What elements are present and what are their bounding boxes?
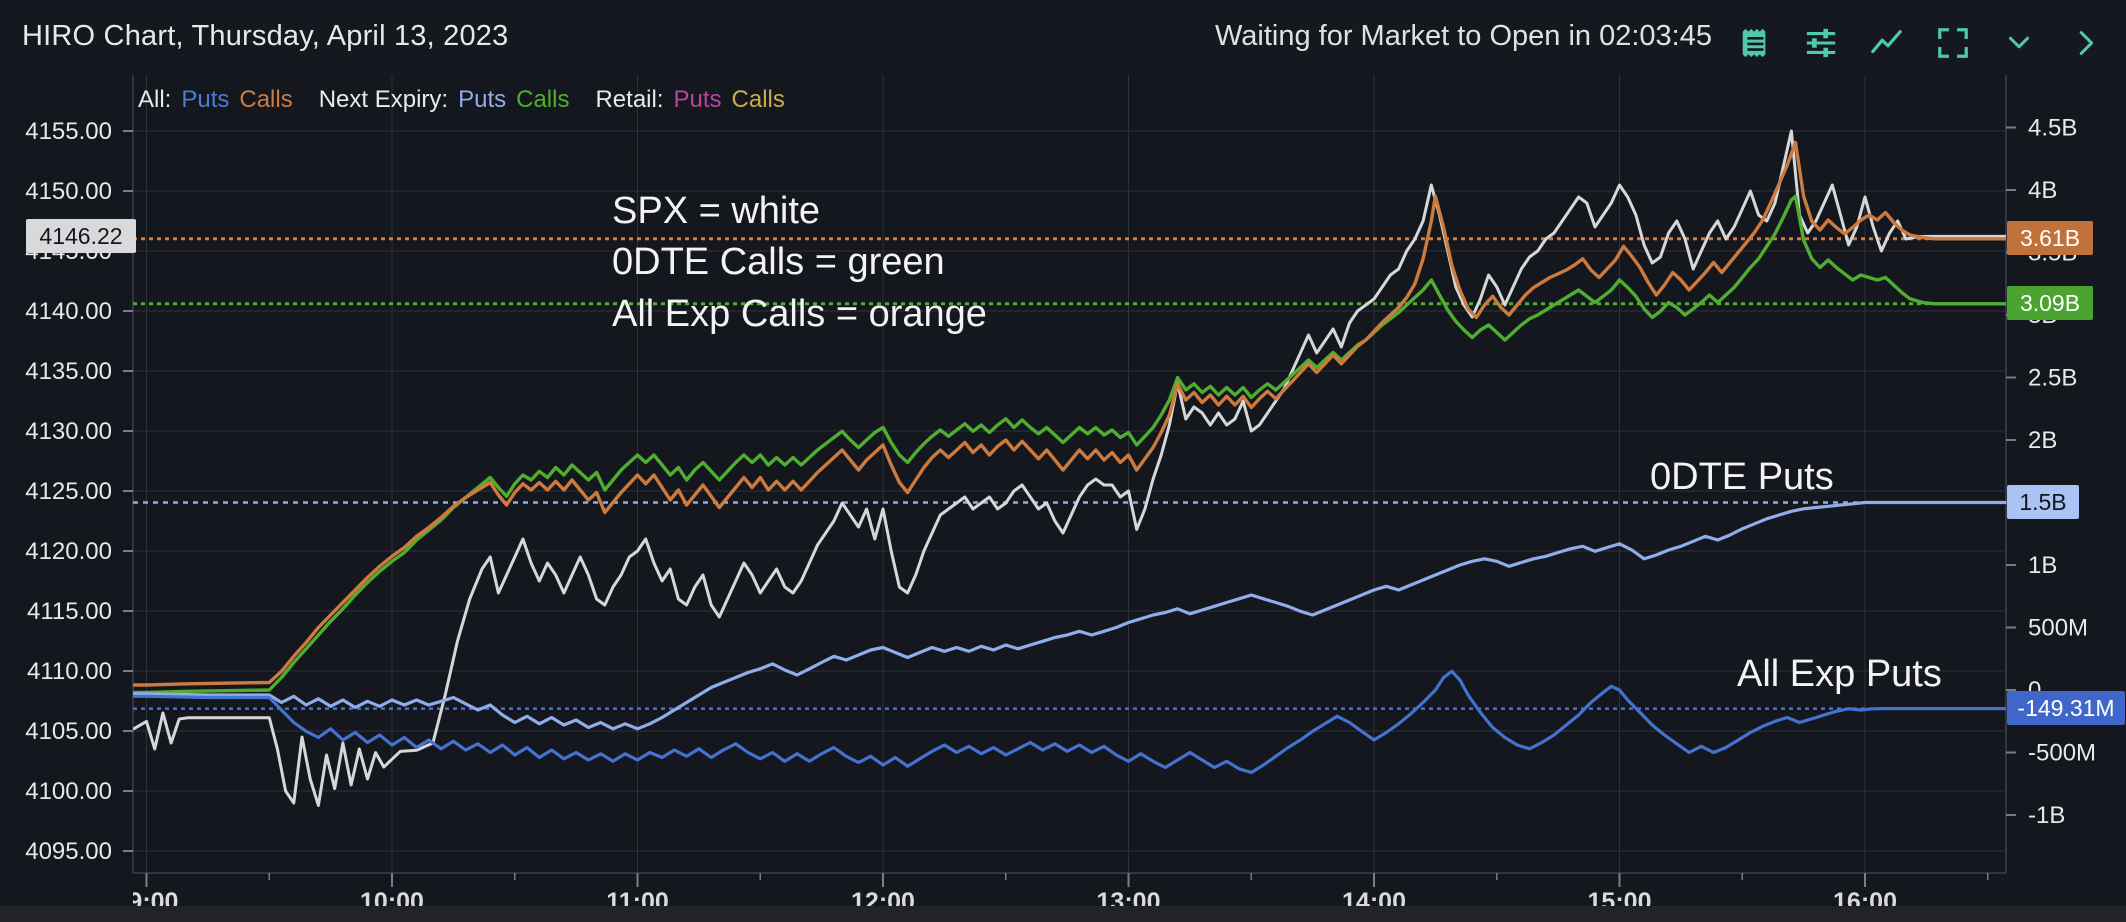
annotation-odte-calls: 0DTE Calls = green	[612, 241, 945, 283]
fullscreen-icon[interactable]	[1934, 24, 1972, 62]
left-axis-label: 4110.00	[27, 658, 112, 685]
annotation-spx: SPX = white	[612, 190, 821, 232]
receipt-icon[interactable]	[1736, 24, 1774, 62]
series-spx	[133, 129, 2006, 807]
page-title: HIRO Chart, Thursday, April 13, 2023	[22, 20, 509, 52]
toolbar	[1736, 24, 2104, 62]
odte-puts-badge: 1.5B	[2007, 485, 2079, 519]
left-axis-label: 4120.00	[25, 538, 112, 565]
chevron-down-icon[interactable]	[2000, 24, 2038, 62]
legend-item-retail: Retail:	[595, 86, 664, 113]
right-axis-label: -1B	[2028, 802, 2065, 829]
series-all_exp_puts	[133, 669, 2006, 775]
left-axis-label: 4135.00	[25, 358, 112, 385]
odte-calls-badge: 3.09B	[2007, 286, 2093, 320]
legend-item-calls[interactable]: Calls	[731, 86, 785, 113]
spx-price-badge: 4146.22	[26, 219, 136, 253]
annotation-all-exp-calls: All Exp Calls = orange	[612, 293, 987, 335]
series-odte_calls	[133, 194, 2006, 695]
left-axis-label: 4115.00	[27, 598, 112, 625]
annotation-odte-puts: 0DTE Puts	[1650, 456, 1834, 498]
legend-item-puts[interactable]: Puts	[673, 86, 722, 113]
left-axis-label: 4155.00	[25, 118, 112, 145]
right-axis-label: 4B	[2028, 177, 2057, 204]
sliders-icon[interactable]	[1802, 24, 1840, 62]
series-odte_puts	[133, 500, 2006, 731]
legend-item-calls[interactable]: Calls	[239, 86, 293, 113]
header-bar: HIRO Chart, Thursday, April 13, 2023 Wai…	[0, 0, 2126, 75]
right-axis-label: 2.5B	[2028, 365, 2077, 392]
market-open-countdown: Waiting for Market to Open in 02:03:45	[1214, 20, 1712, 52]
legend-item-calls[interactable]: Calls	[516, 86, 570, 113]
line-chart-icon[interactable]	[1868, 24, 1906, 62]
left-axis-label: 4150.00	[25, 178, 112, 205]
right-axis-label: 500M	[2028, 615, 2088, 642]
left-axis-label: 4140.00	[25, 298, 112, 325]
legend-item-puts[interactable]: Puts	[458, 86, 507, 113]
bottom-strip	[0, 906, 2126, 922]
right-axis-label: 1B	[2028, 552, 2057, 579]
annotation-all-exp-puts: All Exp Puts	[1737, 653, 1942, 695]
left-axis-label: 4125.00	[25, 478, 112, 505]
left-axis-label: 4130.00	[25, 418, 112, 445]
series-all_exp_calls	[133, 140, 2006, 687]
series-legend: All: Puts Calls Next Expiry: Puts Calls Retail…	[138, 86, 785, 114]
all-exp-calls-badge: 3.61B	[2007, 221, 2093, 255]
right-axis-label: -500M	[2028, 740, 2096, 767]
right-axis-label: 2B	[2028, 427, 2057, 454]
left-axis-label: 4095.00	[25, 838, 112, 865]
legend-item-puts[interactable]: Puts	[181, 86, 230, 113]
chevron-right-icon[interactable]	[2066, 24, 2104, 62]
left-axis-label: 4100.00	[25, 778, 112, 805]
all-exp-puts-badge: -149.31M	[2007, 691, 2125, 725]
right-axis-label: 4.5B	[2028, 115, 2077, 142]
legend-item-all: All:	[138, 86, 172, 113]
left-axis-label: 4105.00	[25, 718, 112, 745]
legend-item-nextexpiry: Next Expiry:	[318, 86, 449, 113]
